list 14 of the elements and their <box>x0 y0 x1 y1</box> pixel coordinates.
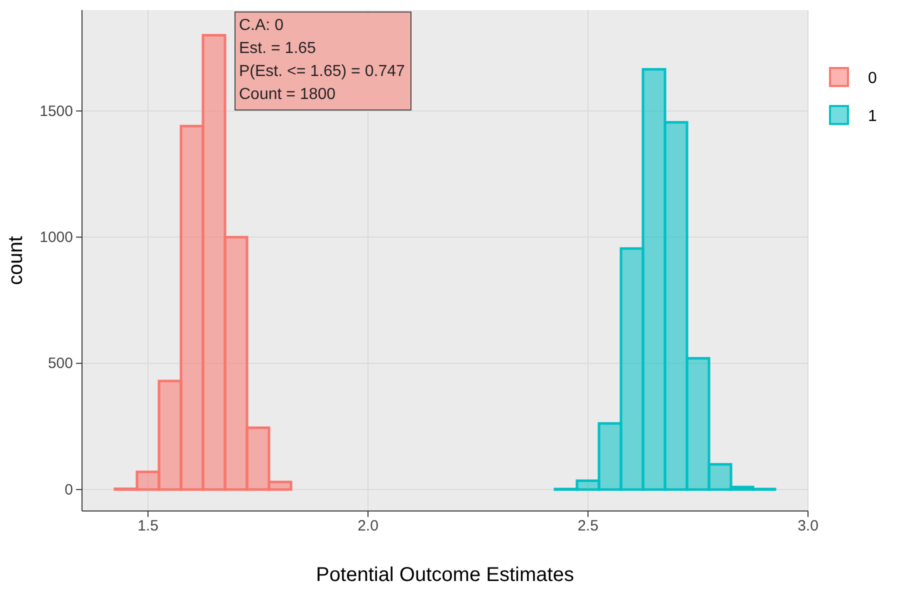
legend-label: 1 <box>868 108 877 125</box>
y-tick-label: 500 <box>48 355 73 372</box>
x-tick-label: 2.0 <box>358 518 378 535</box>
x-tick-label: 3.0 <box>798 518 818 535</box>
y-axis-title: count <box>5 236 27 285</box>
y-tick-label: 1000 <box>40 228 73 246</box>
x-axis-title: Potential Outcome Estimates <box>316 564 574 586</box>
x-tick-label: 1.5 <box>138 518 158 535</box>
y-tick-label: 1500 <box>40 102 73 120</box>
annotation: C.A: 0 Est. = 1.65 P(Est. <= 1.65) = 0.747 Count = 1800 <box>239 17 405 103</box>
y-tick-label: 0 <box>64 481 73 498</box>
x-tick-label: 2.5 <box>578 518 598 535</box>
tooltip-box: C.A: 0 Est. = 1.65 P(Est. <= 1.65) = 0.747 Count = 1800 <box>234 12 412 110</box>
legend-label: 0 <box>868 70 877 87</box>
